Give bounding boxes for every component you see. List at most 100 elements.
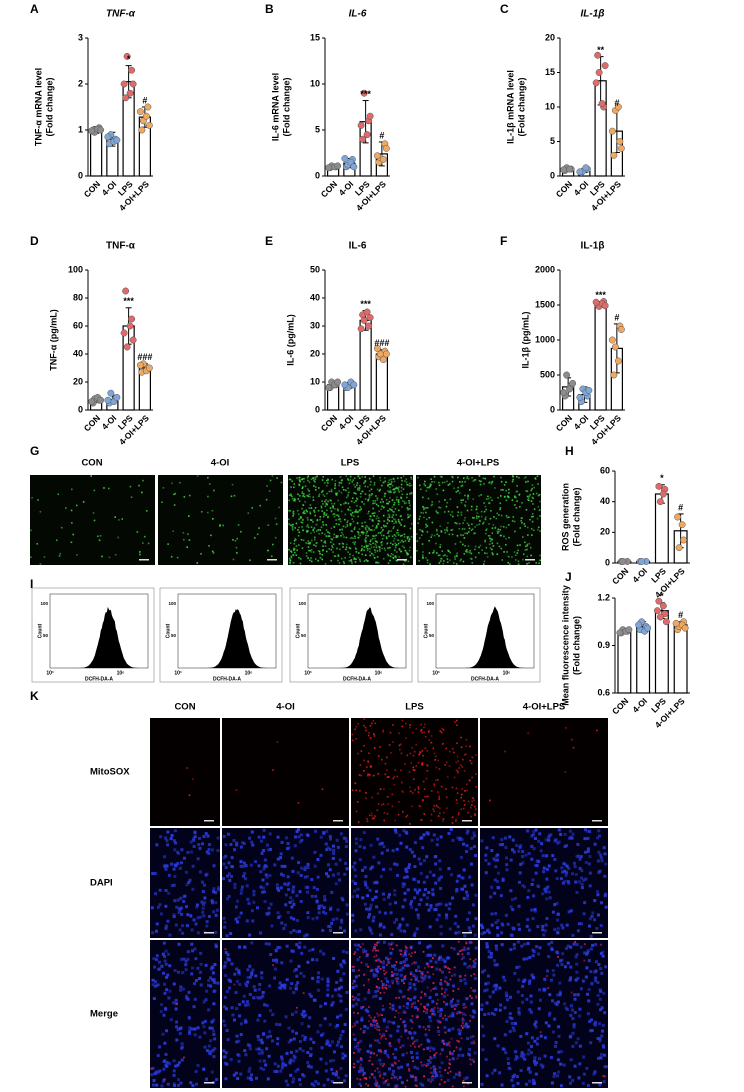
cell-dot — [359, 838, 363, 842]
cell-dot — [391, 506, 394, 508]
cell-dot — [398, 996, 401, 999]
cell-dot — [554, 869, 558, 873]
cell-dot — [408, 538, 411, 541]
cell-dot — [547, 1013, 551, 1017]
cell-dot — [250, 840, 254, 844]
cell-dot — [243, 872, 247, 876]
panel-label: F — [500, 234, 507, 248]
cell-dot — [556, 963, 560, 967]
cell-dot — [439, 730, 441, 732]
cell-dot — [501, 559, 504, 561]
cell-dot — [315, 887, 319, 891]
cell-dot — [362, 525, 364, 528]
cell-dot — [589, 1029, 593, 1033]
cell-dot — [377, 986, 381, 990]
cell-dot — [417, 980, 420, 983]
cell-dot — [552, 1074, 556, 1078]
cell-dot — [529, 1010, 533, 1014]
cell-dot — [382, 867, 386, 871]
cell-dot — [528, 1079, 532, 1083]
cell-dot — [401, 545, 404, 547]
cell-dot — [425, 507, 427, 509]
cell-dot — [385, 537, 388, 540]
micrograph — [222, 718, 349, 826]
cell-dot — [368, 529, 370, 531]
cell-dot — [539, 559, 541, 562]
cell-dot — [483, 521, 485, 524]
cell-dot — [435, 1002, 438, 1005]
cell-dot — [535, 864, 539, 868]
cell-dot — [411, 747, 413, 749]
cell-dot — [462, 1085, 465, 1088]
cell-dot — [458, 767, 460, 769]
cell-dot — [429, 1071, 432, 1074]
cell-dot — [442, 1017, 445, 1020]
cell-dot — [312, 886, 316, 890]
cell-dot — [342, 560, 345, 563]
cell-dot — [199, 983, 203, 987]
cell-dot — [243, 1049, 247, 1053]
cell-dot — [528, 562, 530, 564]
x-tick-label: 4-OI — [572, 413, 591, 432]
cell-dot — [487, 981, 491, 985]
cell-dot — [532, 894, 536, 898]
cell-dot — [392, 556, 395, 559]
cell-dot — [356, 488, 359, 491]
cell-dot — [575, 962, 579, 966]
cell-dot — [470, 552, 473, 555]
cell-dot — [496, 879, 500, 883]
cell-dot — [401, 882, 405, 886]
cell-dot — [349, 522, 351, 525]
cell-dot — [387, 502, 389, 505]
data-point — [560, 166, 568, 174]
cell-dot — [345, 548, 347, 551]
cell-dot — [456, 836, 460, 840]
cell-dot — [273, 863, 277, 867]
cell-dot — [362, 1071, 366, 1075]
cell-dot — [604, 1065, 608, 1069]
cell-dot — [456, 724, 458, 727]
cell-dot — [341, 531, 343, 534]
cell-dot — [381, 484, 383, 487]
cell-dot — [465, 1006, 467, 1009]
cell-dot — [463, 754, 466, 756]
cell-dot — [389, 731, 392, 734]
cell-dot — [452, 816, 454, 818]
cell-dot — [351, 739, 354, 742]
cell-dot — [437, 512, 440, 514]
cell-dot — [291, 527, 294, 530]
cell-dot — [264, 1063, 268, 1067]
cell-dot — [342, 959, 346, 963]
cell-dot — [487, 955, 491, 959]
cell-dot — [527, 497, 530, 499]
cell-dot — [441, 727, 444, 730]
cell-dot — [600, 859, 604, 863]
cell-dot — [526, 495, 529, 498]
cell-dot — [404, 549, 407, 552]
cell-dot — [293, 547, 295, 550]
cell-dot — [421, 764, 424, 766]
cell-dot — [515, 496, 517, 499]
cell-dot — [464, 981, 468, 985]
cell-dot — [416, 1009, 419, 1012]
cell-dot — [516, 490, 519, 493]
cell-dot — [530, 554, 532, 557]
cell-dot — [359, 560, 362, 563]
cell-dot — [260, 1051, 264, 1055]
cell-dot — [288, 548, 290, 551]
cell-dot — [431, 1013, 434, 1015]
cell-dot — [316, 975, 320, 979]
cell-dot — [310, 551, 313, 553]
y-tick-label: 3 — [78, 32, 83, 42]
cell-dot — [154, 929, 158, 933]
cell-dot — [288, 900, 292, 904]
cell-dot — [224, 854, 228, 858]
cell-dot — [382, 960, 385, 963]
cell-dot — [153, 984, 157, 988]
cell-dot — [473, 933, 477, 937]
cell-dot — [303, 945, 307, 949]
cell-dot — [445, 761, 448, 764]
cell-dot — [402, 488, 405, 491]
cell-dot — [493, 475, 495, 478]
cell-dot — [479, 483, 482, 486]
